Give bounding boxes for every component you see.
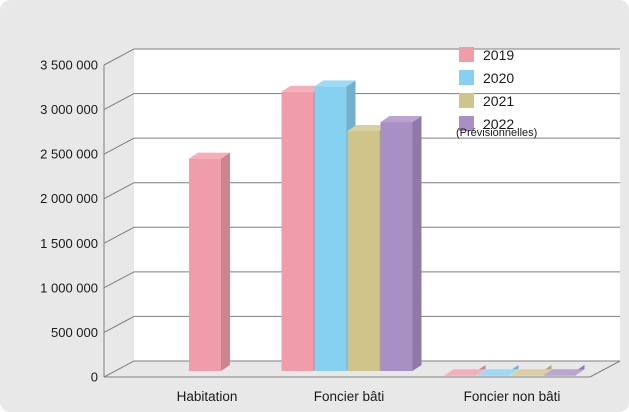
legend-label: 2020 xyxy=(483,70,514,86)
gridline xyxy=(103,271,620,289)
legend-swatch xyxy=(459,116,474,131)
y-tick-label: 3 000 000 xyxy=(40,102,98,117)
y-tick-label: 3 500 000 xyxy=(40,58,98,73)
bar xyxy=(543,365,585,376)
bar-front xyxy=(314,86,347,371)
y-tick-label: 2 000 000 xyxy=(40,191,98,206)
bar xyxy=(189,152,230,371)
bar-front xyxy=(543,375,576,376)
gridline xyxy=(103,315,620,333)
y-tick-label: 500 000 xyxy=(51,325,98,340)
bar-front xyxy=(281,91,314,371)
legend-label: 2019 xyxy=(483,47,514,63)
bar xyxy=(477,365,519,376)
bar-side xyxy=(221,152,230,371)
bar-front xyxy=(477,375,510,376)
gridline xyxy=(103,93,620,111)
bar-top xyxy=(444,369,486,376)
bar-front xyxy=(444,375,477,376)
bar-top xyxy=(347,124,389,131)
bar-top xyxy=(477,369,519,376)
y-tick-label: 0 xyxy=(91,370,98,385)
y-tick-label: 1 000 000 xyxy=(40,280,98,295)
bar xyxy=(444,365,486,376)
bar xyxy=(510,365,552,376)
bar-front xyxy=(347,130,380,371)
bar-front xyxy=(380,122,413,372)
bar xyxy=(380,116,422,372)
bar-top xyxy=(543,369,585,376)
bar-top xyxy=(510,369,552,376)
gridline xyxy=(103,48,620,66)
bar-front xyxy=(189,158,221,371)
chart-floor xyxy=(103,360,621,378)
legend-swatch xyxy=(459,93,474,108)
bar-front xyxy=(510,375,543,376)
legend-note: (Prévisionnelles) xyxy=(456,127,537,139)
legend-swatch xyxy=(459,47,474,62)
x-category-label: Foncier bâti xyxy=(314,389,385,404)
bar-top xyxy=(380,116,422,123)
gridline xyxy=(103,182,620,200)
bar-top xyxy=(281,85,323,92)
gridline xyxy=(103,137,620,155)
bar-side xyxy=(412,116,422,372)
bar-top xyxy=(314,80,356,87)
gridline xyxy=(103,226,620,244)
y-tick-label: 1 500 000 xyxy=(40,236,98,251)
legend-label: 2022 xyxy=(483,116,514,132)
x-category-label: Foncier non bâti xyxy=(464,389,561,404)
bar-top xyxy=(189,152,230,159)
x-category-label: Habitation xyxy=(177,389,238,404)
legend-swatch xyxy=(459,70,474,85)
legend-label: 2021 xyxy=(483,93,514,109)
y-tick-label: 2 500 000 xyxy=(40,147,98,162)
